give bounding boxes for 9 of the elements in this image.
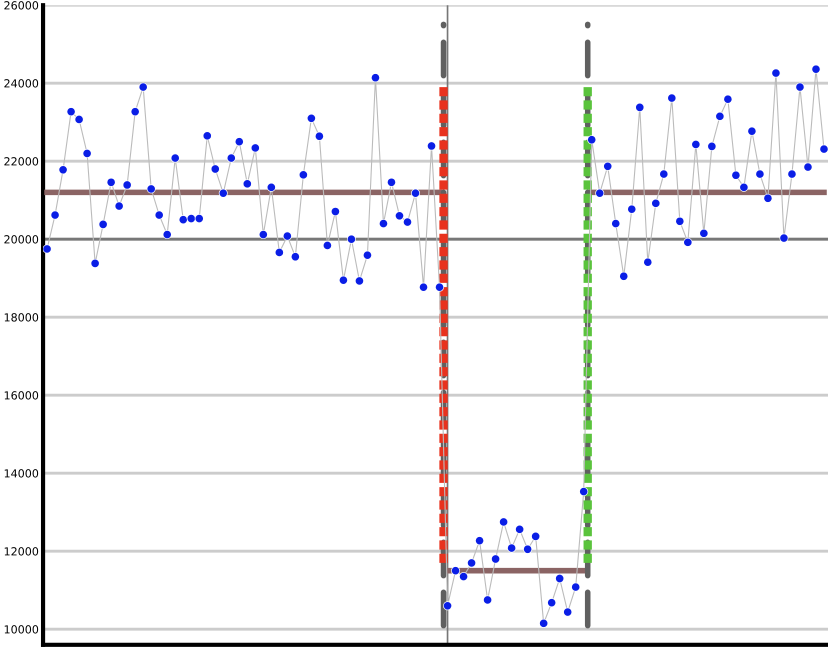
y-tick-label: 16000 [4,391,38,400]
y-tick-label: 26000 [4,1,38,10]
y-tick-label: 18000 [4,313,38,322]
y-tick-label: 20000 [4,235,38,244]
y-tick-label: 10000 [4,625,38,634]
y-tick-label: 12000 [4,547,38,556]
y-tick-label: 22000 [4,157,38,166]
y-tick-label: 24000 [4,79,38,88]
y-tick-label: 14000 [4,469,38,478]
